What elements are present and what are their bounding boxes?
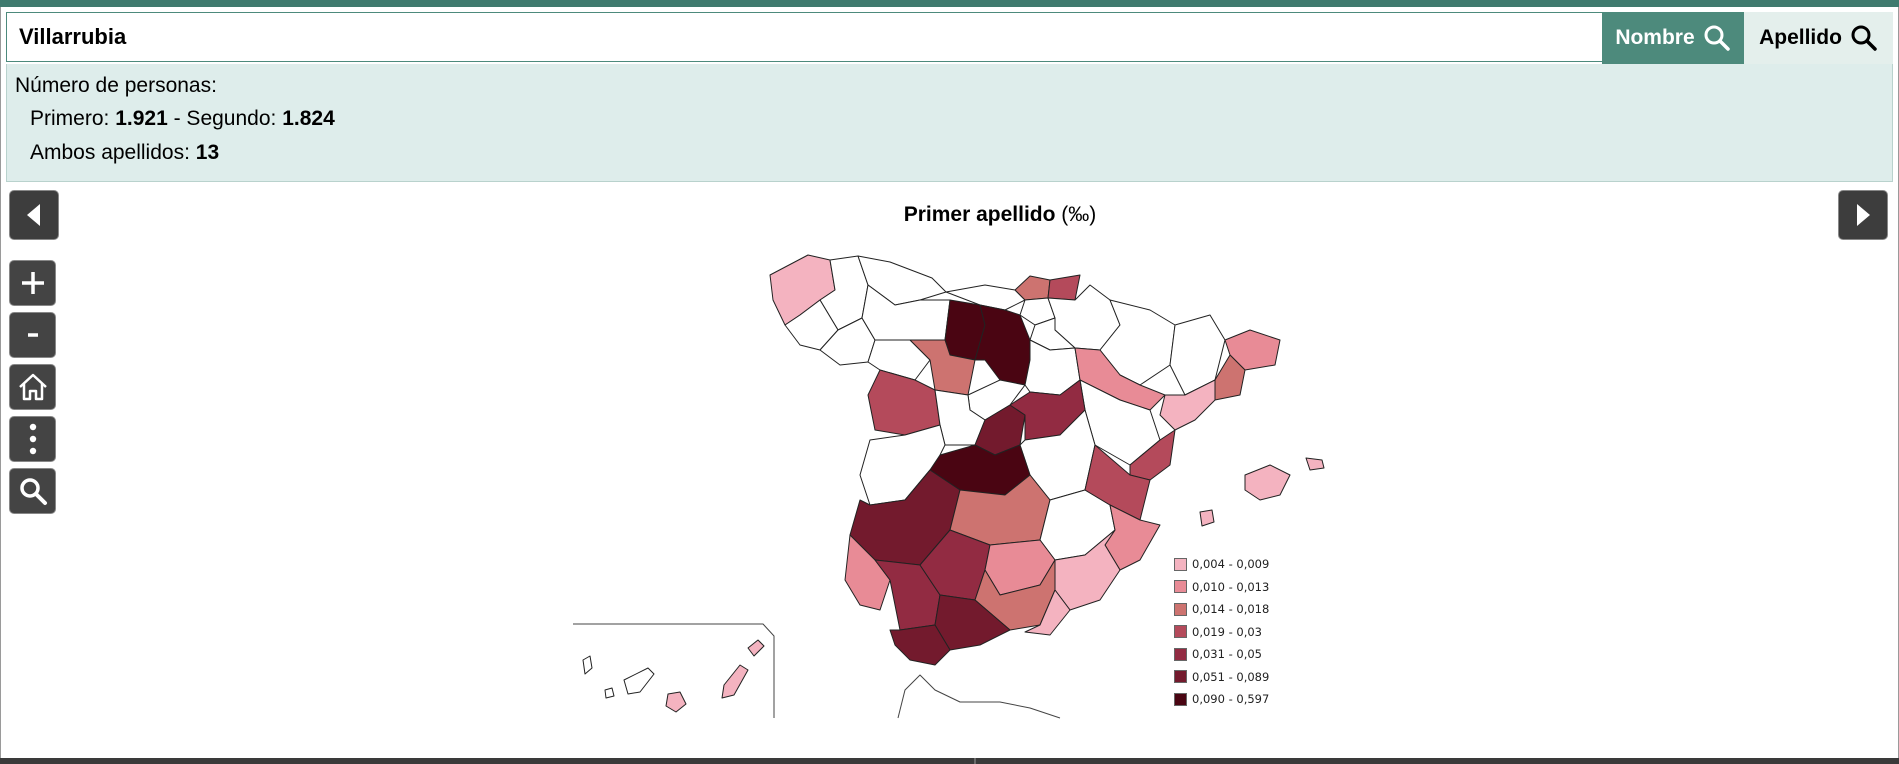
previous-map-button[interactable]: [9, 190, 59, 240]
province-cadiz: [889, 624, 951, 666]
legend-item: 0,090 - 0,597: [1174, 688, 1269, 711]
next-map-button[interactable]: [1838, 190, 1888, 240]
province-menorca: [1305, 457, 1325, 471]
province-canary-west: [582, 655, 593, 675]
search-icon: [1851, 25, 1877, 51]
legend-swatch: [1174, 692, 1187, 706]
ambos-label: Ambos apellidos:: [30, 141, 190, 164]
nombre-button-label: Nombre: [1615, 26, 1695, 49]
surname-search-input[interactable]: [6, 12, 1602, 62]
segundo-label: - Segundo:: [173, 107, 277, 130]
map-title: Primer apellido (‰): [700, 203, 1300, 227]
legend-item: 0,051 - 0,089: [1174, 666, 1269, 689]
zoom-out-button[interactable]: [9, 312, 56, 358]
province-tarragona: [1159, 379, 1216, 431]
province-ibiza: [1199, 509, 1215, 527]
person-count-label: Número de personas:: [15, 74, 217, 97]
search-by-nombre-button[interactable]: Nombre: [1602, 12, 1744, 64]
legend-item: 0,031 - 0,05: [1174, 643, 1269, 666]
triangle-left-icon: [27, 204, 40, 226]
triangle-right-icon: [1857, 204, 1870, 226]
legend-item: 0,010 - 0,013: [1174, 576, 1269, 599]
search-row: Nombre Apellido: [6, 12, 1893, 64]
legend-swatch: [1174, 580, 1187, 594]
legend-swatch: [1174, 557, 1187, 571]
more-options-button[interactable]: [9, 416, 56, 462]
map-legend: 0,004 - 0,009 0,010 - 0,013 0,014 - 0,01…: [1174, 553, 1269, 711]
legend-item: 0,014 - 0,018: [1174, 598, 1269, 621]
minus-icon: [27, 333, 38, 337]
province-almeria: [1024, 589, 1071, 636]
legend-label: 0,014 - 0,018: [1192, 602, 1270, 617]
map-title-unit: (‰): [1061, 203, 1097, 226]
first-second-counts: Primero: 1.921 - Segundo: 1.824: [30, 107, 335, 131]
legend-swatch: [1174, 625, 1187, 639]
province-canary-tenerife: [623, 667, 655, 695]
province-gran-canaria: [665, 691, 687, 713]
province-mallorca: [1244, 464, 1291, 501]
plus-icon: [21, 272, 44, 294]
both-surnames-count: Ambos apellidos: 13: [30, 141, 219, 165]
search-by-apellido-button[interactable]: Apellido: [1744, 12, 1893, 64]
person-count-panel: Número de personas: Primero: 1.921 - Seg…: [6, 64, 1893, 182]
legend-swatch: [1174, 647, 1187, 661]
north-africa-coast: [897, 674, 1061, 719]
home-extent-button[interactable]: [9, 364, 56, 410]
legend-label: 0,090 - 0,597: [1192, 692, 1270, 707]
canary-inset-frame: [573, 623, 775, 718]
spain-province-map[interactable]: [560, 245, 1340, 725]
legend-label: 0,031 - 0,05: [1192, 647, 1262, 662]
legend-swatch: [1174, 670, 1187, 684]
province-valladolid: [909, 339, 976, 396]
frame-left-border: [0, 7, 1, 758]
segundo-value: 1.824: [282, 107, 335, 130]
province-caceres: [859, 424, 946, 506]
legend-label: 0,019 - 0,03: [1192, 624, 1262, 639]
map-title-text: Primer apellido: [903, 203, 1056, 226]
top-accent-bar: [0, 0, 1899, 7]
map-search-button[interactable]: [9, 468, 56, 514]
zoom-in-button[interactable]: [9, 260, 56, 306]
province-burgos: [974, 304, 1031, 386]
apellido-button-label: Apellido: [1759, 26, 1842, 49]
province-salamanca: [867, 369, 941, 436]
ambos-value: 13: [195, 141, 220, 164]
province-gipuzkoa: [1047, 274, 1081, 301]
search-icon: [1704, 25, 1730, 51]
bottom-bar-divider: [974, 758, 976, 764]
province-lanzarote: [747, 639, 765, 657]
primero-value: 1.921: [115, 107, 168, 130]
magnifier-icon: [19, 478, 47, 505]
home-icon: [18, 373, 47, 401]
legend-label: 0,051 - 0,089: [1192, 669, 1270, 684]
primero-label: Primero:: [30, 107, 110, 130]
province-canary-gomera: [604, 687, 615, 699]
vertical-dots-icon: [29, 423, 36, 455]
bottom-bar: [0, 758, 1899, 764]
legend-item: 0,019 - 0,03: [1174, 621, 1269, 644]
legend-label: 0,010 - 0,013: [1192, 579, 1270, 594]
legend-swatch: [1174, 602, 1187, 616]
legend-label: 0,004 - 0,009: [1192, 557, 1270, 572]
province-fuerteventura: [721, 664, 749, 699]
legend-item: 0,004 - 0,009: [1174, 553, 1269, 576]
